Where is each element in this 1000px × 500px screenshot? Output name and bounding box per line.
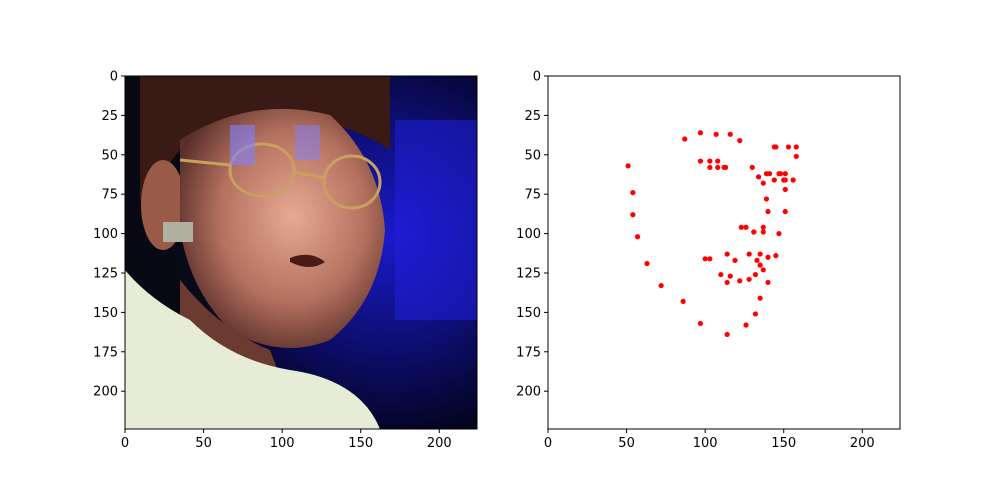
landmark-point bbox=[718, 271, 724, 278]
y-tick-label: 0 bbox=[110, 70, 118, 85]
y-tick-label: 0 bbox=[533, 70, 541, 85]
landmark-point bbox=[782, 208, 788, 215]
landmark-point bbox=[760, 229, 766, 235]
landmark-point bbox=[760, 224, 766, 230]
y-tick-label: 125 bbox=[516, 266, 541, 281]
landmark-point bbox=[776, 230, 782, 237]
face-photo bbox=[125, 76, 477, 429]
y-tick-label: 100 bbox=[516, 227, 541, 242]
landmark-point bbox=[790, 177, 796, 183]
landmark-point bbox=[715, 164, 721, 171]
landmark-point bbox=[773, 253, 779, 259]
y-tick-label: 25 bbox=[101, 109, 118, 124]
y-tick-label: 50 bbox=[101, 148, 118, 163]
landmark-point bbox=[644, 260, 650, 267]
landmark-point bbox=[765, 208, 771, 215]
landmark-points bbox=[625, 130, 799, 338]
x-tick-label: 200 bbox=[427, 436, 452, 451]
x-tick-label: 100 bbox=[693, 436, 718, 451]
landmark-point bbox=[752, 311, 759, 317]
landmark-point bbox=[752, 271, 759, 278]
landmark-point bbox=[785, 144, 792, 150]
landmark-point bbox=[760, 180, 766, 186]
landmark-point bbox=[697, 158, 704, 164]
y-tick-label: 175 bbox=[93, 345, 118, 360]
landmark-point bbox=[765, 254, 771, 260]
landmark-point bbox=[746, 276, 752, 282]
x-tick-label: 150 bbox=[348, 436, 373, 451]
y-tick-label: 100 bbox=[93, 227, 118, 242]
landmark-point bbox=[737, 138, 743, 144]
landmark-point bbox=[634, 234, 641, 240]
x-tick-label: 150 bbox=[771, 436, 796, 451]
landmark-point bbox=[743, 322, 749, 328]
landmark-point bbox=[755, 174, 762, 180]
landmark-point bbox=[749, 164, 755, 171]
landmark-point bbox=[727, 131, 733, 137]
photo-axes: 0 50 100 150 200 0 25 50 75 100 125 150 175 200 bbox=[93, 70, 452, 452]
landmark-point bbox=[776, 171, 782, 177]
landmark-point bbox=[763, 196, 770, 202]
landmark-point bbox=[658, 282, 664, 289]
landmark-point bbox=[751, 229, 757, 235]
y-tick-label: 25 bbox=[524, 109, 541, 124]
y-tick-label: 150 bbox=[93, 306, 118, 321]
landmark-point bbox=[782, 186, 788, 193]
landmark-point bbox=[680, 298, 686, 304]
y-tick-label: 50 bbox=[524, 148, 541, 163]
landmark-point bbox=[625, 163, 631, 169]
x-tick-label: 100 bbox=[270, 436, 295, 451]
landmark-point bbox=[782, 171, 788, 177]
photo-panel: 0 50 100 150 200 0 25 50 75 100 125 150 175 200 bbox=[93, 70, 478, 452]
landmark-point bbox=[757, 295, 763, 301]
y-tick-label: 75 bbox=[101, 188, 118, 203]
x-tick-label: 200 bbox=[850, 436, 875, 451]
y-tick-label: 200 bbox=[516, 385, 541, 400]
landmark-point bbox=[737, 278, 743, 284]
landmark-point bbox=[713, 131, 719, 137]
landmark-point bbox=[697, 130, 704, 136]
y-tick-label: 150 bbox=[516, 306, 541, 321]
landmark-point bbox=[630, 190, 636, 196]
landmark-point bbox=[630, 212, 636, 218]
y-tick-label: 75 bbox=[524, 188, 541, 203]
landmark-point bbox=[707, 164, 713, 171]
landmark-point bbox=[743, 224, 749, 230]
y-tick-label: 125 bbox=[93, 266, 118, 281]
landmark-point bbox=[715, 158, 721, 164]
landmark-point bbox=[763, 171, 770, 177]
x-tick-label: 50 bbox=[618, 436, 635, 451]
landmark-point bbox=[697, 320, 704, 327]
landmark-point bbox=[771, 177, 777, 183]
x-tick-label: 0 bbox=[121, 436, 129, 451]
landmark-point bbox=[707, 158, 713, 164]
landmark-point bbox=[781, 177, 787, 183]
scatter-panel: 0 50 100 150 200 0 25 50 75 100 125 150 175 200 bbox=[516, 70, 901, 452]
landmark-point bbox=[727, 273, 733, 279]
landmark-point bbox=[702, 256, 708, 262]
landmark-point bbox=[746, 251, 752, 257]
y-tick-label: 200 bbox=[93, 385, 118, 400]
x-tick-label: 0 bbox=[544, 436, 552, 451]
x-tick-label: 50 bbox=[195, 436, 212, 451]
y-tick-label: 175 bbox=[516, 345, 541, 360]
landmark-point bbox=[757, 251, 763, 257]
scatter-axes: 0 50 100 150 200 0 25 50 75 100 125 150 175 200 bbox=[516, 70, 875, 452]
landmark-point bbox=[754, 257, 760, 263]
landmark-point bbox=[732, 257, 738, 263]
landmark-point bbox=[757, 262, 763, 268]
landmark-point bbox=[760, 267, 766, 273]
landmark-point bbox=[724, 279, 730, 286]
landmark-point bbox=[721, 164, 727, 171]
landmark-point bbox=[724, 331, 730, 338]
landmark-point bbox=[707, 256, 713, 262]
landmark-point bbox=[773, 144, 779, 150]
landmark-point bbox=[738, 224, 744, 230]
landmark-point bbox=[793, 153, 799, 159]
landmark-point bbox=[793, 144, 799, 150]
landmark-point bbox=[765, 279, 771, 286]
landmark-point bbox=[682, 136, 688, 142]
landmark-point bbox=[724, 251, 730, 257]
